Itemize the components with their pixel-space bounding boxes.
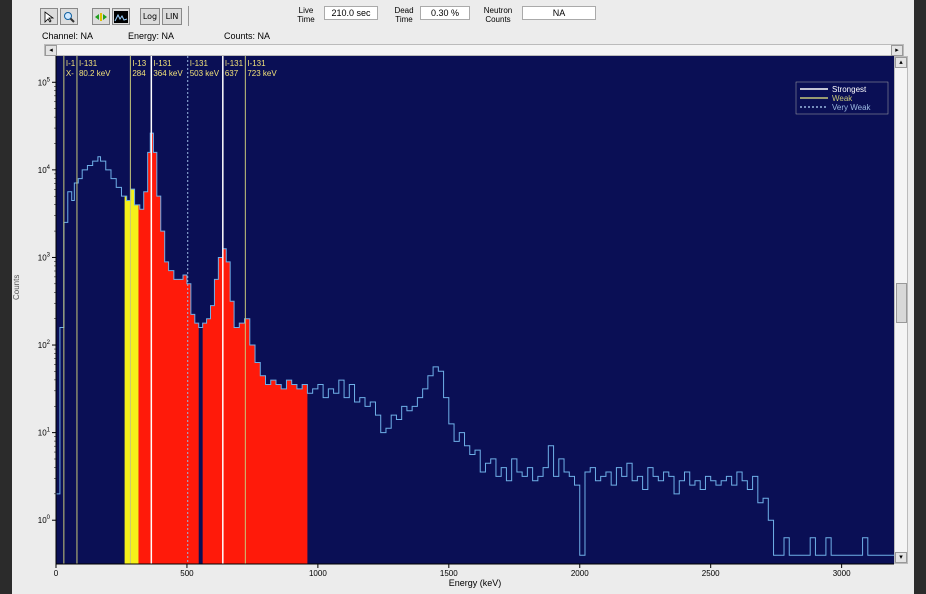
x-axis-title: Energy (keV) <box>449 578 502 588</box>
y-tick-label-3: 103 <box>38 252 51 262</box>
y-tick-label-2: 102 <box>38 340 51 350</box>
y-tick-label-4: 104 <box>38 165 51 175</box>
scroll-up-icon[interactable]: ▴ <box>895 57 907 68</box>
spectrum-icon <box>114 10 128 23</box>
spectrum-tool-button[interactable] <box>112 8 130 25</box>
live-time-label: Live Time <box>297 6 315 24</box>
isotope-marker-energy-2: 284 <box>132 69 146 78</box>
log-scale-button[interactable]: Log <box>140 8 160 25</box>
pointer-tool-button[interactable] <box>40 8 58 25</box>
peak-region-fill-1 <box>138 133 199 564</box>
dead-time-value: 0.30 % <box>420 6 470 20</box>
x-tick-label-0: 0 <box>54 569 59 578</box>
x-tick-label-3: 1500 <box>440 569 458 578</box>
y-axis-title: Counts <box>12 274 21 300</box>
isotope-marker-label-6: I-131 <box>247 59 266 68</box>
fit-tool-button[interactable] <box>92 8 110 25</box>
live-time-value: 210.0 sec <box>324 6 378 20</box>
toolbar: Log LIN Live Time 210.0 sec Dead Time 0.… <box>12 0 914 30</box>
isotope-marker-label-0: I-1 <box>66 59 76 68</box>
isotope-marker-label-4: I-131 <box>190 59 209 68</box>
channel-readout: Channel: NA <box>42 31 94 41</box>
counts-readout: Counts: NA <box>224 31 271 41</box>
vertical-scrollbar[interactable]: ▴ ▾ <box>894 56 908 564</box>
spectrum-window: Log LIN Live Time 210.0 sec Dead Time 0.… <box>12 0 914 594</box>
isotope-marker-energy-5: 637 <box>225 69 239 78</box>
isotope-marker-energy-3: 364 keV <box>153 69 183 78</box>
isotope-marker-label-1: I-131 <box>79 59 98 68</box>
y-tick-label-1: 101 <box>38 428 51 438</box>
scroll-down-icon[interactable]: ▾ <box>895 552 907 563</box>
y-tick-label-0: 100 <box>38 515 51 525</box>
x-tick-label-4: 2000 <box>571 569 589 578</box>
isotope-marker-label-3: I-131 <box>153 59 172 68</box>
isotope-marker-energy-1: 80.2 keV <box>79 69 111 78</box>
neutron-counts-value: NA <box>522 6 596 20</box>
x-tick-label-5: 2500 <box>702 569 720 578</box>
legend-entry-0: Strongest <box>832 85 867 94</box>
legend-entry-1: Weak <box>832 94 853 103</box>
y-tick-label-5: 105 <box>38 77 51 87</box>
vertical-scroll-thumb[interactable] <box>896 283 907 323</box>
cursor-info-bar: Channel: NA Energy: NA Counts: NA <box>12 30 914 44</box>
isotope-marker-energy-0: X- <box>66 69 74 78</box>
pointer-icon <box>44 10 55 23</box>
dead-time-label: Dead Time <box>394 6 414 24</box>
scroll-right-icon[interactable]: ▸ <box>891 45 903 56</box>
x-tick-label-2: 1000 <box>309 569 327 578</box>
zoom-tool-button[interactable] <box>60 8 78 25</box>
fit-icon <box>95 12 107 21</box>
spectrum-trace <box>56 132 894 556</box>
isotope-marker-label-2: I-13 <box>132 59 146 68</box>
scroll-left-icon[interactable]: ◂ <box>45 45 57 56</box>
legend-entry-2: Very Weak <box>832 103 872 112</box>
toolbar-separator <box>188 6 189 26</box>
isotope-marker-energy-6: 723 keV <box>247 69 277 78</box>
horizontal-scrollbar[interactable]: ◂ ▸ <box>44 44 904 56</box>
isotope-marker-label-5: I-131 <box>225 59 244 68</box>
isotope-marker-energy-4: 503 keV <box>190 69 220 78</box>
linear-scale-button[interactable]: LIN <box>162 8 182 25</box>
peak-region-fill-2 <box>202 248 308 565</box>
peak-region-fill-0 <box>124 189 139 564</box>
energy-readout: Energy: NA <box>128 31 175 41</box>
x-tick-label-6: 3000 <box>833 569 851 578</box>
neutron-counts-label: Neutron Counts <box>483 6 513 24</box>
magnifier-icon <box>64 11 75 23</box>
x-tick-label-1: 500 <box>180 569 194 578</box>
